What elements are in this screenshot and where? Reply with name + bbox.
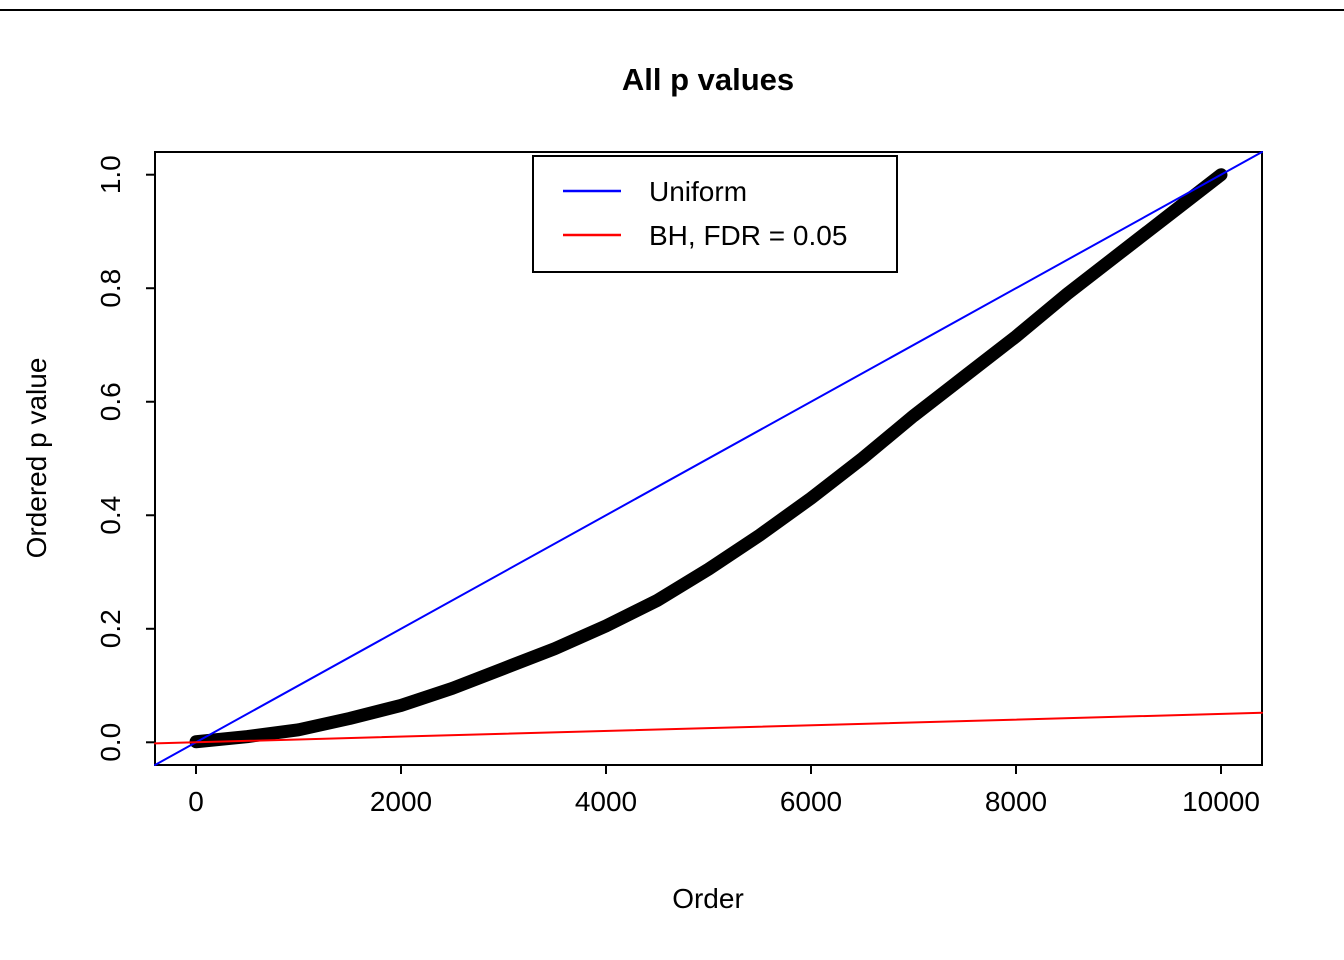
y-axis-label: Ordered p value xyxy=(21,358,52,559)
y-tick-label: 0.6 xyxy=(95,382,126,421)
plot-box xyxy=(154,151,1263,766)
y-tick-label: 0.8 xyxy=(95,269,126,308)
x-tick-label: 6000 xyxy=(780,786,842,817)
x-tick-label: 4000 xyxy=(575,786,637,817)
x-tick-label: 2000 xyxy=(370,786,432,817)
legend-label: BH, FDR = 0.05 xyxy=(649,220,847,251)
y-tick-label: 0.0 xyxy=(95,723,126,762)
top-rule xyxy=(0,9,1344,11)
legend-box xyxy=(532,155,898,273)
series-ordered-p-values xyxy=(189,168,1228,749)
series-bh-fdr-0-05 xyxy=(154,711,1263,745)
y-tick-label: 1.0 xyxy=(95,155,126,194)
y-tick-label: 0.2 xyxy=(95,609,126,648)
x-tick-label: 0 xyxy=(188,786,204,817)
x-axis-label: Order xyxy=(672,883,744,914)
x-tick-label: 8000 xyxy=(985,786,1047,817)
y-tick-label: 0.4 xyxy=(95,496,126,535)
plot-area: 0 2000 4000 6000 8000 10000 0.0 0.2 0.4 0.6 0.8 1.0… xyxy=(95,151,1263,817)
series-uniform xyxy=(154,151,1263,766)
legend-label: Uniform xyxy=(649,176,747,207)
x-tick-label: 10000 xyxy=(1182,786,1260,817)
chart-title: All p values xyxy=(622,62,794,97)
